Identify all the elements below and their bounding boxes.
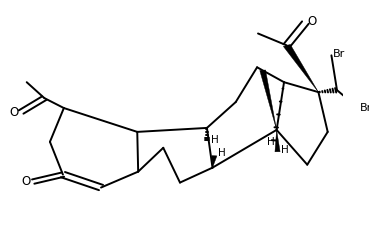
Polygon shape [283,44,318,92]
Text: H: H [267,137,275,147]
Text: O: O [21,175,30,188]
Polygon shape [212,155,217,168]
Text: H: H [281,145,289,155]
Polygon shape [275,130,280,152]
Text: O: O [307,15,316,28]
Polygon shape [260,70,277,130]
Text: H: H [218,148,226,158]
Text: Br: Br [360,103,369,113]
Text: Br: Br [333,49,345,59]
Text: H: H [211,135,218,145]
Text: O: O [9,106,18,118]
